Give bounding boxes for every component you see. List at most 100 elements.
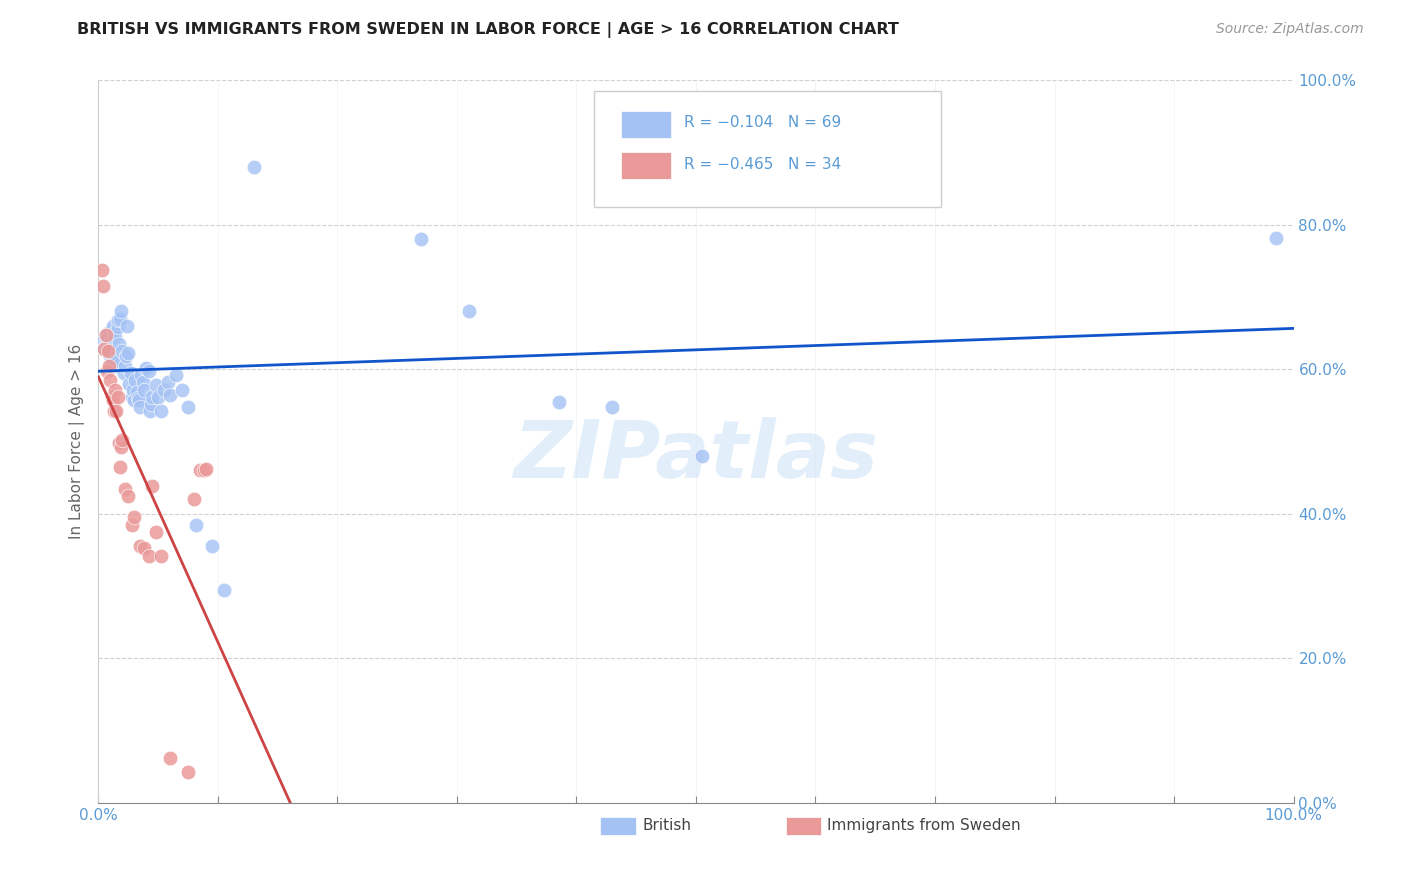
Point xyxy=(100,355,122,369)
Point xyxy=(132,541,155,556)
Point xyxy=(98,341,121,355)
Point xyxy=(98,373,122,387)
Text: BRITISH VS IMMIGRANTS FROM SWEDEN IN LABOR FORCE | AGE > 16 CORRELATION CHART: BRITISH VS IMMIGRANTS FROM SWEDEN IN LAB… xyxy=(77,22,900,38)
Point xyxy=(153,383,176,397)
Point xyxy=(139,397,162,411)
Point xyxy=(172,383,194,397)
Point xyxy=(602,400,624,414)
Point xyxy=(117,346,139,360)
Point xyxy=(177,765,200,780)
Point xyxy=(165,368,187,382)
Point xyxy=(139,404,162,418)
Point xyxy=(149,549,172,563)
Point xyxy=(96,337,118,351)
Point xyxy=(97,326,120,340)
Point xyxy=(114,359,136,373)
Point xyxy=(104,383,127,397)
Point xyxy=(132,383,155,397)
Point xyxy=(105,404,128,418)
Point xyxy=(201,539,224,553)
Point xyxy=(117,489,139,503)
Point xyxy=(177,400,200,414)
Point xyxy=(1264,231,1286,245)
Point xyxy=(98,359,121,373)
Point xyxy=(93,334,115,348)
Point xyxy=(138,549,160,563)
Point xyxy=(96,332,118,346)
Point xyxy=(111,433,134,447)
Point xyxy=(115,318,138,333)
Point xyxy=(98,349,122,363)
Point xyxy=(121,390,143,404)
Point xyxy=(115,349,138,363)
Point xyxy=(98,344,121,359)
Point xyxy=(110,440,132,454)
Point xyxy=(122,383,145,397)
FancyBboxPatch shape xyxy=(595,91,941,207)
Point xyxy=(107,337,129,351)
Point xyxy=(101,318,124,333)
FancyBboxPatch shape xyxy=(786,817,821,835)
Point xyxy=(103,326,125,340)
Point xyxy=(193,463,215,477)
Point xyxy=(141,479,163,493)
Point xyxy=(98,337,122,351)
Point xyxy=(212,582,235,597)
Point xyxy=(135,360,157,375)
Text: R = −0.104   N = 69: R = −0.104 N = 69 xyxy=(685,115,841,130)
Point xyxy=(159,387,181,401)
Point xyxy=(91,337,114,351)
Point xyxy=(97,330,120,344)
Text: ZIPatlas: ZIPatlas xyxy=(513,417,879,495)
FancyBboxPatch shape xyxy=(620,111,671,138)
Point xyxy=(100,390,122,404)
Point xyxy=(94,327,117,342)
Point xyxy=(96,364,118,378)
Point xyxy=(120,366,142,380)
Y-axis label: In Labor Force | Age > 16: In Labor Force | Age > 16 xyxy=(69,344,86,539)
Point xyxy=(93,342,115,356)
Point xyxy=(128,392,150,407)
Point xyxy=(411,232,433,246)
Point xyxy=(100,351,122,366)
Point xyxy=(101,322,124,336)
Text: R = −0.465   N = 34: R = −0.465 N = 34 xyxy=(685,157,841,171)
Point xyxy=(186,517,208,532)
Point xyxy=(97,344,120,359)
FancyBboxPatch shape xyxy=(600,817,636,835)
Point xyxy=(108,311,131,326)
Point xyxy=(129,400,152,414)
Point xyxy=(112,366,135,380)
Point xyxy=(94,327,117,342)
Point xyxy=(188,463,211,477)
Point xyxy=(114,482,136,496)
Point xyxy=(91,279,114,293)
Point xyxy=(107,390,129,404)
Point xyxy=(108,459,131,474)
Point xyxy=(124,392,146,407)
Text: Source: ZipAtlas.com: Source: ZipAtlas.com xyxy=(1216,22,1364,37)
Point xyxy=(101,392,124,407)
Point xyxy=(183,492,205,507)
Text: Immigrants from Sweden: Immigrants from Sweden xyxy=(827,819,1021,833)
Point xyxy=(105,359,128,373)
Point xyxy=(149,404,172,418)
Point xyxy=(148,390,170,404)
Point xyxy=(156,376,179,390)
Point xyxy=(111,344,134,359)
Point xyxy=(91,341,114,355)
Point xyxy=(104,330,127,344)
Point xyxy=(159,751,181,765)
Point xyxy=(127,391,149,405)
Point xyxy=(107,320,129,334)
Point xyxy=(107,436,129,450)
Point xyxy=(110,304,132,318)
Point xyxy=(547,394,569,409)
Point xyxy=(690,449,713,463)
Point xyxy=(91,262,114,277)
Point xyxy=(131,376,153,390)
Text: British: British xyxy=(643,819,692,833)
Point xyxy=(124,373,146,387)
Point xyxy=(103,404,125,418)
Point xyxy=(145,524,167,539)
